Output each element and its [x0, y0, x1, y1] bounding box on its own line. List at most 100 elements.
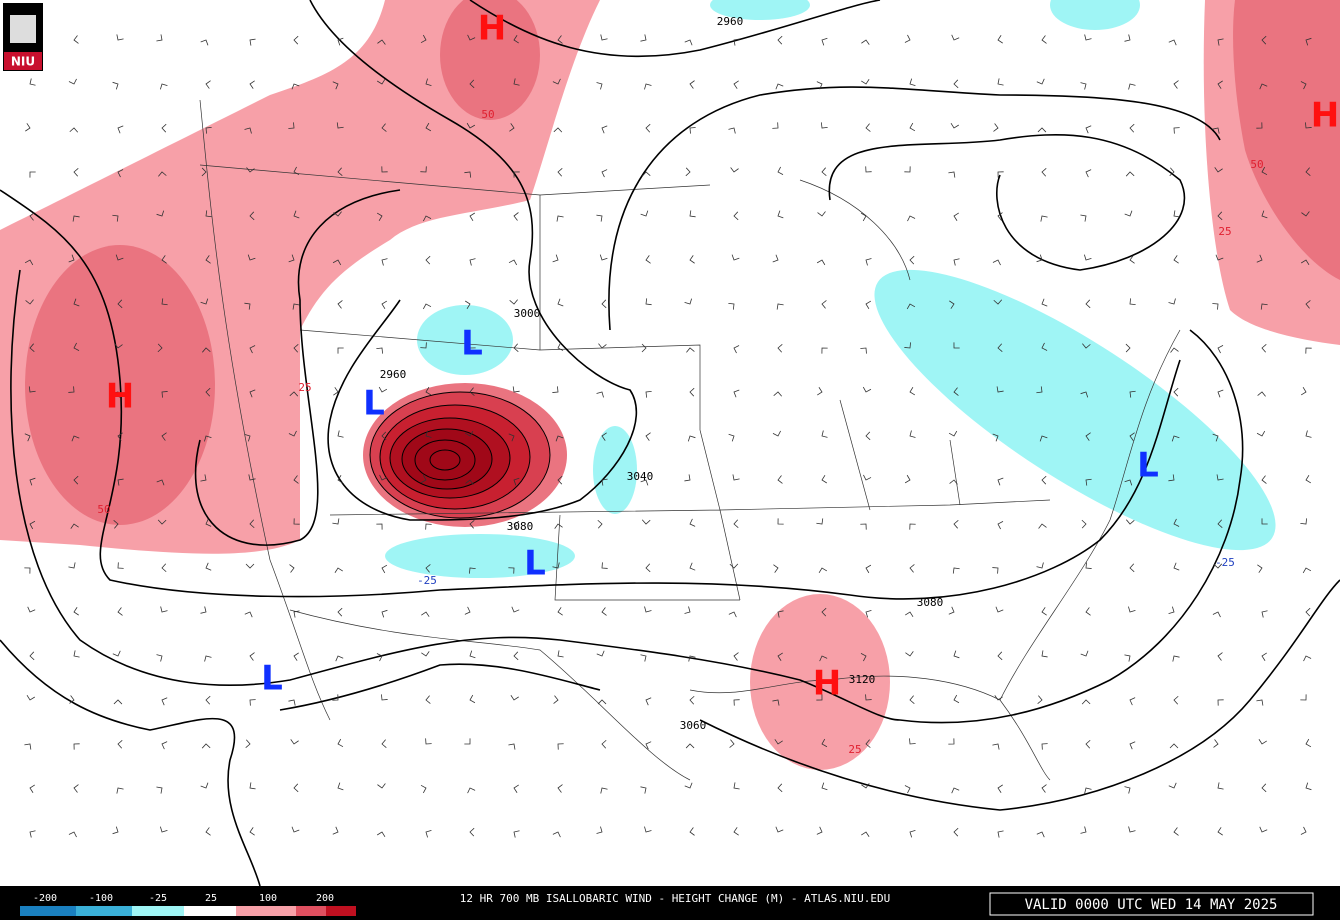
wind-arrow [244, 611, 253, 618]
wind-arrow [1216, 474, 1224, 481]
pressure-center: L [461, 324, 483, 364]
wind-arrow [1173, 562, 1180, 571]
wind-arrow [1302, 567, 1312, 574]
wind-arrow [950, 122, 960, 129]
wind-arrow [821, 430, 828, 438]
wind-arrow [1124, 34, 1131, 42]
wind-arrow [601, 607, 607, 616]
wind-arrow [1259, 826, 1268, 833]
wind-arrow [557, 475, 563, 485]
wind-arrow [1036, 254, 1043, 263]
wind-arrow [733, 211, 739, 221]
wind-arrow [1173, 80, 1179, 89]
wind-arrow [158, 171, 167, 177]
wind-arrow [24, 743, 32, 750]
wind-arrow [291, 83, 300, 90]
wind-arrow [949, 479, 958, 485]
contour-label: 2960 [380, 368, 407, 381]
wind-arrow [953, 387, 959, 396]
wind-arrow [689, 127, 696, 134]
wind-arrow [425, 564, 431, 573]
wind-arrow [249, 652, 255, 661]
wind-arrow [70, 523, 79, 529]
wind-arrow [909, 695, 915, 704]
wind-arrow [115, 254, 124, 261]
wind-arrow [596, 650, 605, 657]
wind-arrow [1168, 39, 1177, 46]
wind-arrow [117, 432, 123, 441]
pressure-center: H [478, 9, 506, 49]
wind-arrow [689, 827, 695, 836]
wind-arrow [381, 431, 387, 441]
wind-arrow [774, 739, 783, 745]
wind-arrow [1173, 387, 1179, 397]
wind-arrow [73, 743, 80, 750]
wind-arrow [907, 215, 916, 222]
wind-arrow [1212, 433, 1219, 442]
wind-arrow [332, 826, 339, 835]
wind-arrow [557, 743, 564, 750]
wind-arrow [729, 739, 735, 748]
boundaries [199, 99, 1181, 781]
shading-label: -25 [417, 574, 437, 587]
wind-arrow [1214, 167, 1223, 173]
wind-arrow [205, 127, 212, 134]
legend-swatch [236, 906, 296, 916]
wind-arrow [776, 303, 784, 310]
wind-arrow [1081, 699, 1091, 705]
wind-arrow [513, 78, 520, 86]
wind-arrow [1173, 827, 1179, 836]
wind-arrow [425, 738, 432, 745]
contour-label: 3060 [680, 719, 707, 732]
wind-arrow [909, 829, 916, 838]
wind-arrow [553, 127, 563, 133]
wind-arrow [201, 743, 211, 749]
wind-arrow [1168, 474, 1175, 482]
wind-arrow [1300, 826, 1307, 835]
contour [469, 0, 881, 58]
wind-arrow [909, 564, 915, 573]
wind-arrow [381, 166, 388, 173]
wind-arrow [904, 785, 911, 794]
wind-arrow [29, 520, 36, 530]
legend-label: -100 [89, 893, 113, 904]
legend-label: 25 [205, 893, 217, 904]
wind-arrow [821, 607, 827, 617]
wind-arrow [1085, 299, 1091, 309]
wind-arrow [161, 741, 168, 750]
wind-arrow [1080, 82, 1087, 90]
wind-arrow [425, 695, 431, 704]
legend-swatch [184, 906, 236, 916]
wind-arrow [510, 695, 519, 701]
wind-arrow [464, 171, 472, 178]
wind-arrow [733, 519, 739, 529]
wind-arrow [1124, 210, 1133, 217]
pressure-center: L [1137, 446, 1159, 486]
wind-arrow [640, 654, 647, 662]
wind-arrow [288, 122, 295, 129]
wind-arrow [288, 254, 295, 263]
wind-arrow [117, 562, 124, 569]
wind-arrow [1039, 435, 1048, 442]
wind-arrow [644, 606, 652, 613]
wind-arrow [1217, 782, 1224, 790]
wind-arrow [904, 342, 911, 349]
wind-arrow [249, 827, 255, 836]
wind-arrow [997, 784, 1003, 793]
wind-arrow [245, 563, 255, 569]
wind-arrow [1128, 83, 1136, 90]
contour [309, 0, 638, 521]
wind-arrow [1129, 255, 1135, 264]
wind-arrow [1169, 167, 1175, 176]
wind-arrow [73, 607, 79, 616]
wind-arrow [777, 783, 783, 793]
wind-arrow [467, 787, 476, 794]
wind-arrow [379, 474, 388, 481]
wind-arrow [1041, 342, 1048, 351]
wind-arrow [1129, 390, 1136, 398]
wind-arrow [1300, 81, 1307, 90]
labels: H H H H L L L L L 2960 3000 2960 3040 3080 3080 3120 306… [97, 9, 1339, 757]
wind-arrow [728, 611, 737, 618]
wind-arrow [777, 610, 784, 618]
wind-arrow [1168, 606, 1175, 615]
